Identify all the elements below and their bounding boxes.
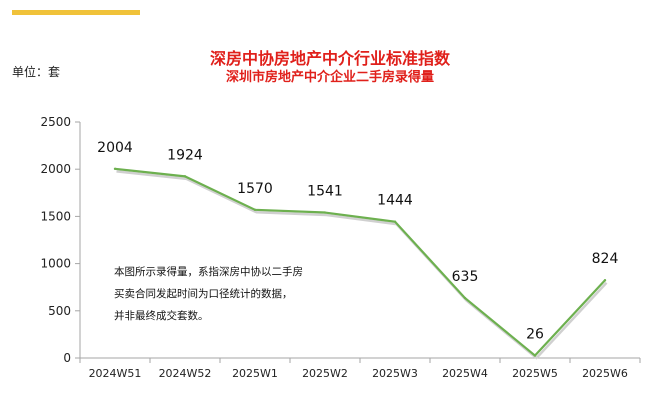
x-tick-label: 2025W6 bbox=[582, 367, 628, 380]
y-tick-label: 0 bbox=[63, 351, 71, 365]
y-tick-label: 2500 bbox=[40, 115, 71, 129]
data-point bbox=[113, 167, 117, 171]
data-label: 2004 bbox=[97, 140, 133, 156]
x-tick-label: 2024W52 bbox=[159, 367, 212, 380]
chart-subtitle: 深圳市房地产中介企业二手房录得量 bbox=[225, 70, 434, 85]
data-point bbox=[253, 208, 257, 211]
y-tick-label: 1500 bbox=[40, 209, 71, 223]
chart-title: 深房中协房地产中介行业标准指数 bbox=[209, 49, 450, 68]
data-label: 824 bbox=[592, 251, 619, 267]
data-label: 635 bbox=[452, 269, 479, 285]
data-point bbox=[603, 279, 607, 282]
x-tick-label: 2025W3 bbox=[372, 367, 418, 380]
unit-label: 单位：套 bbox=[12, 65, 61, 79]
chart-note-line-2: 买卖合同发起时间为口径统计的数据， bbox=[114, 288, 293, 300]
y-tick-label: 2000 bbox=[40, 162, 71, 176]
data-label: 1570 bbox=[237, 181, 273, 197]
chart-note-line-3: 并非最终成交套数。 bbox=[114, 310, 209, 322]
y-tick-label: 500 bbox=[48, 304, 71, 318]
data-point bbox=[323, 211, 327, 214]
y-tick-label: 1000 bbox=[40, 257, 71, 271]
x-tick-label: 2024W51 bbox=[89, 367, 142, 380]
x-tick-label: 2025W1 bbox=[232, 367, 278, 380]
data-label: 26 bbox=[526, 327, 544, 343]
data-point bbox=[463, 296, 467, 300]
data-point bbox=[183, 175, 187, 178]
data-point bbox=[533, 354, 537, 357]
x-tick-label: 2025W5 bbox=[512, 367, 558, 380]
data-label: 1444 bbox=[377, 193, 413, 209]
chart-note-line-1: 本图所示录得量，系指深房中协以二手房 bbox=[114, 266, 303, 278]
x-tick-label: 2025W4 bbox=[442, 367, 488, 380]
series-line bbox=[114, 167, 606, 357]
x-tick-label: 2025W2 bbox=[302, 367, 348, 380]
data-point bbox=[393, 220, 397, 223]
data-label: 1924 bbox=[167, 147, 203, 163]
data-label: 1541 bbox=[307, 184, 343, 200]
accent-bar bbox=[12, 10, 140, 15]
